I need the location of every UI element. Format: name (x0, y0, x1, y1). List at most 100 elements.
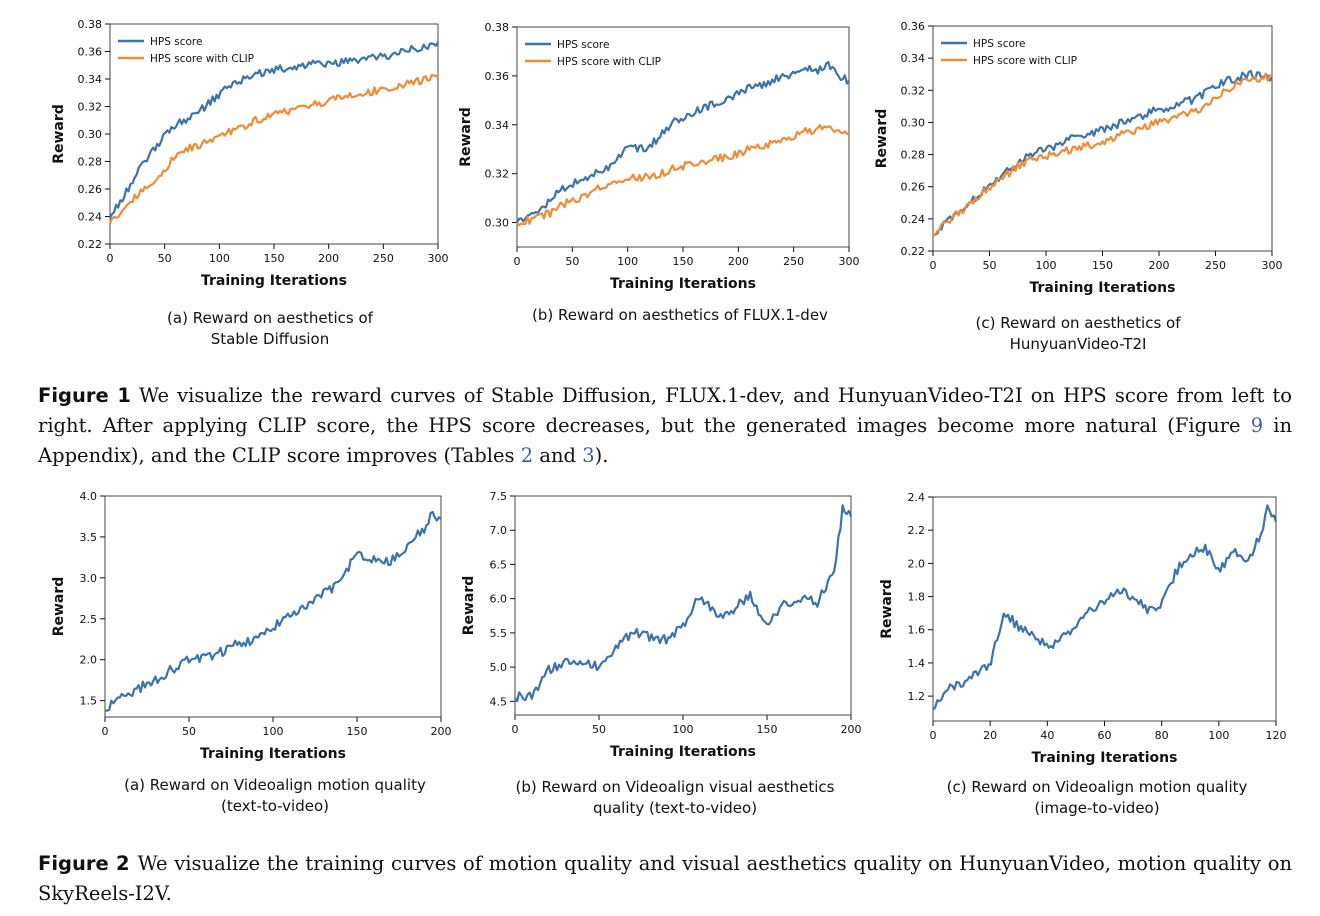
figure2-caption: Figure 2 We visualize the training curves… (38, 849, 1292, 909)
y-axis-label: Reward (51, 104, 67, 164)
subcaption-fig1a: (a) Reward on aesthetics of Stable Diffu… (120, 308, 420, 350)
series-line-hps (932, 69, 1273, 236)
x-tick-label: 20 (983, 729, 997, 742)
x-tick-label: 100 (673, 723, 694, 736)
series-line-hps (516, 60, 850, 224)
chart-fig1a: 0 50 100 150 200 250 300 0.22 0.24 0.26 0.28 0.30 0.… (51, 18, 449, 289)
x-tick-label: 50 (565, 255, 579, 268)
x-tick-label: 300 (1262, 259, 1283, 272)
x-tick-label: 100 (617, 255, 638, 268)
subcaption-fig1c-line1: (c) Reward on aesthetics of (975, 314, 1181, 332)
x-tick-label: 200 (318, 252, 339, 265)
x-tick-label: 80 (1155, 729, 1169, 742)
y-tick-label: 0.28 (78, 156, 103, 169)
y-tick-label: 0.30 (485, 217, 510, 230)
x-tick-label: 40 (1040, 729, 1054, 742)
legend-label: HPS score (557, 39, 609, 51)
x-axis-label: Training Iterations (610, 276, 756, 292)
figure1-label: Figure 1 (38, 384, 131, 407)
x-tick-label: 300 (839, 255, 860, 268)
y-tick-label: 0.34 (78, 73, 103, 86)
y-tick-label: 0.34 (901, 52, 926, 65)
x-tick-label: 300 (428, 252, 449, 265)
subcaption-fig2b-line1: (b) Reward on Videoalign visual aestheti… (515, 778, 835, 796)
table2-link[interactable]: 2 (520, 444, 534, 467)
x-tick-label: 200 (431, 725, 452, 738)
y-tick-label: 7.5 (490, 490, 508, 503)
series-line-hps (104, 510, 442, 712)
x-tick-label: 200 (841, 723, 862, 736)
y-tick-label: 0.26 (78, 183, 103, 196)
x-tick-label: 120 (1266, 729, 1287, 742)
y-tick-label: 0.36 (901, 20, 926, 33)
x-tick-label: 150 (264, 252, 285, 265)
figure2-label: Figure 2 (38, 852, 130, 875)
y-axis-label: Reward (879, 579, 895, 639)
x-axis-label: Training Iterations (201, 273, 347, 289)
y-tick-label: 5.0 (490, 661, 508, 674)
legend-label: HPS score with CLIP (973, 55, 1077, 67)
subcaption-fig2b-line2: quality (text-to-video) (592, 799, 758, 817)
x-tick-label: 150 (757, 723, 778, 736)
x-tick-label: 0 (514, 255, 521, 268)
x-tick-label: 0 (930, 729, 937, 742)
x-axis-label: Training Iterations (1030, 280, 1176, 296)
y-tick-label: 6.0 (490, 593, 508, 606)
subcaption-fig1a-line2: Stable Diffusion (210, 330, 330, 348)
x-tick-label: 0 (930, 259, 937, 272)
series-line-hps (109, 41, 439, 219)
table3-link[interactable]: 3 (582, 444, 595, 467)
y-tick-label: 0.22 (901, 245, 926, 258)
subcaption-fig1c-line2: HunyuanVideo-T2I (1009, 335, 1147, 353)
y-tick-label: 0.32 (485, 168, 510, 181)
y-axis-label: Reward (874, 109, 890, 169)
y-tick-label: 0.38 (485, 21, 510, 34)
figure9-link[interactable]: 9 (1250, 414, 1264, 437)
x-tick-label: 50 (592, 723, 606, 736)
subcaption-fig2a: (a) Reward on Videoalign motion quality … (90, 775, 460, 817)
x-tick-label: 0 (102, 725, 109, 738)
subcaption-fig1b-line1: (b) Reward on aesthetics of FLUX.1-dev (532, 306, 828, 324)
x-tick-label: 60 (1098, 729, 1112, 742)
y-tick-label: 0.30 (78, 128, 103, 141)
plot-frame (932, 496, 1277, 722)
x-tick-label: 50 (158, 252, 172, 265)
subcaption-fig2a-line1: (a) Reward on Videoalign motion quality (124, 776, 426, 794)
y-tick-label: 2.0 (908, 557, 926, 570)
x-tick-label: 0 (107, 252, 114, 265)
x-tick-label: 100 (263, 725, 284, 738)
y-tick-label: 0.32 (901, 84, 926, 97)
y-tick-label: 1.5 (80, 695, 98, 708)
x-tick-label: 150 (1092, 259, 1113, 272)
y-tick-label: 0.32 (78, 101, 103, 114)
y-axis-label: Reward (458, 107, 474, 167)
y-tick-label: 2.0 (80, 654, 98, 667)
chart-fig2b: 0 50 100 150 200 4.5 5.0 5.5 6.0 6.5 7.0 7.5 Trainin… (461, 490, 862, 760)
figure1-caption: Figure 1 We visualize the reward curves o… (38, 381, 1292, 471)
y-tick-label: 0.34 (485, 119, 510, 132)
y-tick-label: 2.4 (908, 491, 926, 504)
y-tick-label: 5.5 (490, 627, 508, 640)
x-tick-label: 250 (1205, 259, 1226, 272)
x-tick-label: 100 (1036, 259, 1057, 272)
chart-fig1b: 0 50 100 150 200 250 300 0.30 0.32 0.34 0.36 0.38 Tr… (458, 21, 860, 292)
y-tick-label: 1.2 (908, 690, 926, 703)
y-tick-label: 0.24 (78, 211, 103, 224)
x-tick-label: 250 (783, 255, 804, 268)
y-tick-label: 1.8 (908, 591, 926, 604)
figure1-caption-text-1: We visualize the reward curves of Stable… (38, 384, 1292, 437)
y-tick-label: 2.5 (80, 613, 98, 626)
x-tick-label: 100 (209, 252, 230, 265)
subcaption-fig1c: (c) Reward on aesthetics of HunyuanVideo… (928, 313, 1228, 355)
subcaption-fig2a-line2: (text-to-video) (220, 797, 330, 815)
y-tick-label: 0.36 (485, 70, 510, 83)
legend-label: HPS score with CLIP (150, 53, 254, 65)
series-line-hps-clip (108, 73, 439, 224)
figure1-caption-text-4: ). (594, 444, 609, 467)
chart-fig2a: 0 50 100 150 200 1.5 2.0 2.5 3.0 3.5 4.0 Training I… (51, 490, 452, 762)
figure1-caption-text-2: in Appendix), and the CLIP score improve… (38, 414, 1293, 467)
y-tick-label: 4.5 (490, 695, 508, 708)
series-line-hps (932, 504, 1278, 711)
subcaption-fig2c: (c) Reward on Videoalign motion quality … (912, 777, 1282, 819)
x-axis-label: Training Iterations (200, 746, 346, 762)
